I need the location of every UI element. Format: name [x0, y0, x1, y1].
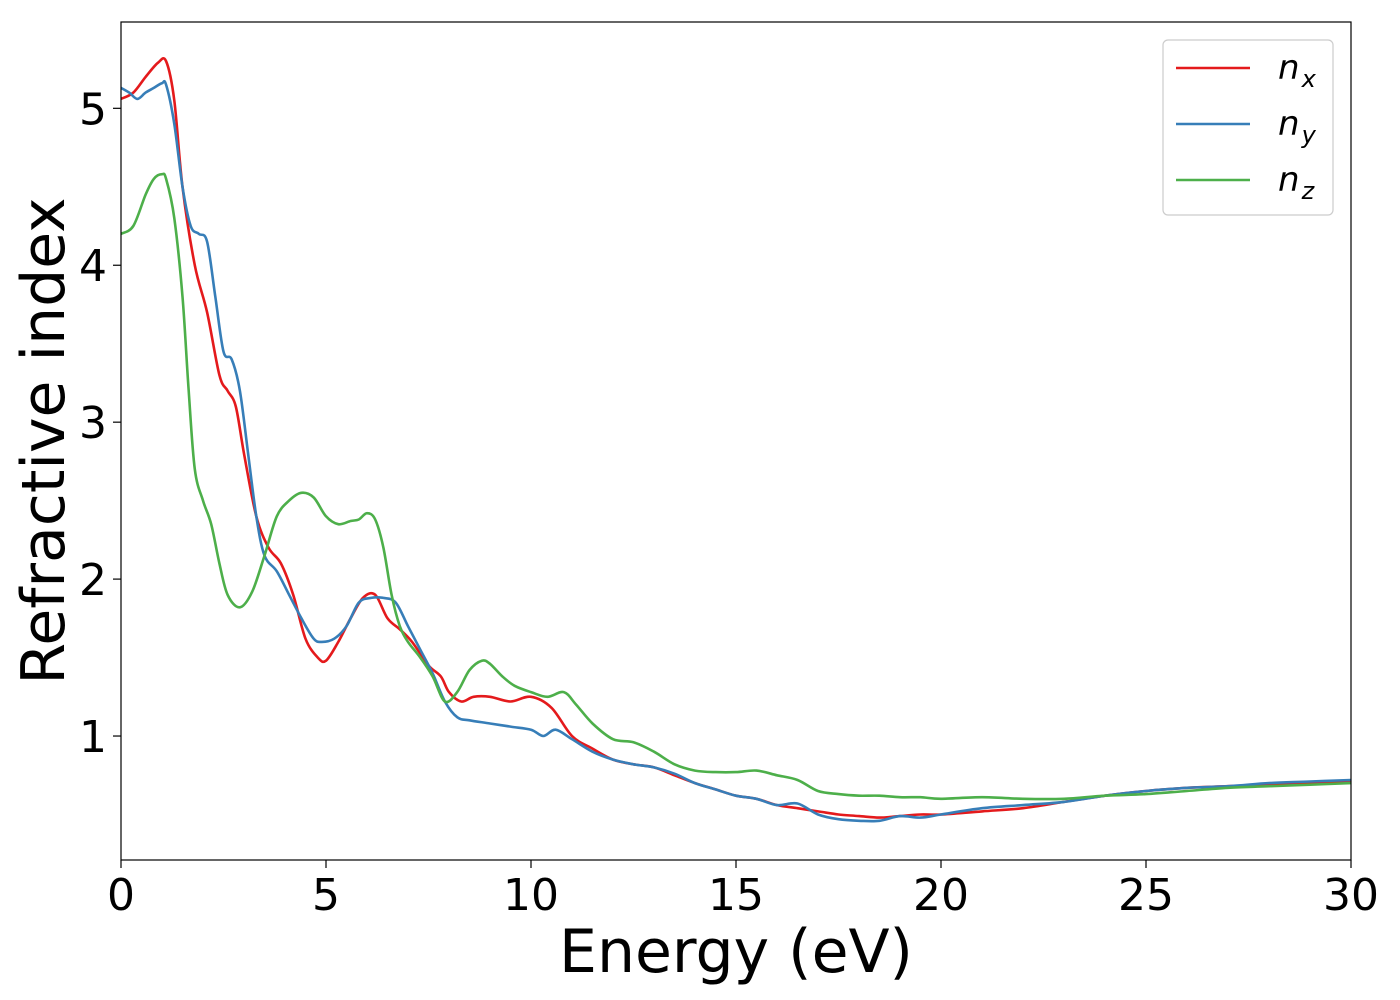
x-tick-label: 30 [1323, 870, 1379, 921]
x-tick-label: 25 [1118, 870, 1174, 921]
x-axis-title: Energy (eV) [559, 917, 913, 987]
series-line-z [121, 172, 1351, 801]
y-tick-label: 5 [79, 84, 107, 135]
y-tick-label: 3 [79, 398, 107, 449]
x-tick-label: 10 [503, 870, 559, 921]
series-layer [121, 57, 1351, 823]
legend-box [1162, 39, 1334, 216]
x-axis-ticks: 0 5 10 15 20 25 30 [107, 860, 1379, 921]
x-tick-label: 0 [107, 870, 135, 921]
x-tick-label: 5 [312, 870, 340, 921]
y-axis-ticks: 1 2 3 4 5 [79, 84, 121, 763]
y-tick-label: 1 [79, 712, 107, 763]
y-tick-label: 2 [79, 555, 107, 606]
y-tick-label: 4 [79, 241, 107, 292]
legend-label-x: nx [1278, 48, 1317, 93]
series-line-y [121, 79, 1351, 823]
legend-label-y: ny [1278, 104, 1317, 149]
series-line-x [121, 57, 1351, 819]
x-tick-label: 15 [708, 870, 764, 921]
y-axis-title: Refractive index [9, 197, 79, 684]
x-tick-label: 20 [913, 870, 969, 921]
